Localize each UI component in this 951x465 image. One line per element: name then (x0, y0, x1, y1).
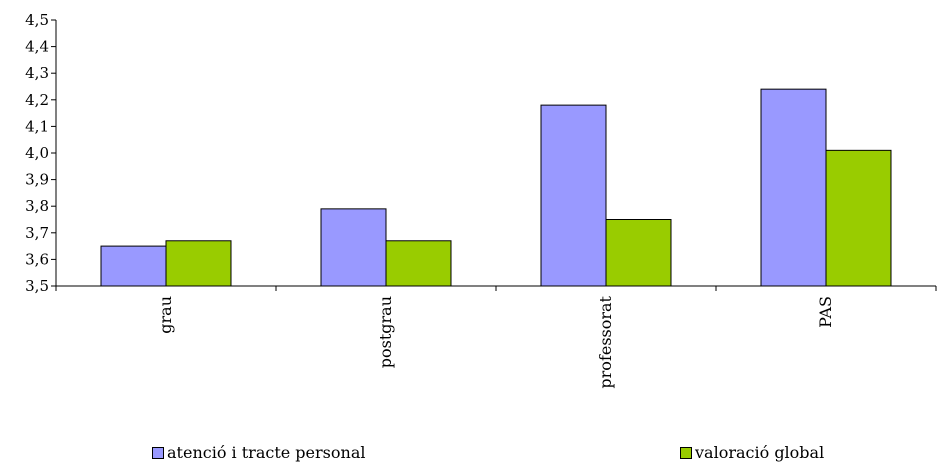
y-axis-ticks: 3,5 3,6 3,7 3,8 3,9 4,0 4,1 4,2 4,3 4,4 4,5 (25, 11, 56, 295)
y-tick-label: 4,1 (25, 117, 49, 135)
y-tick-label: 3,6 (25, 250, 49, 268)
y-tick-label: 4,4 (25, 38, 49, 56)
y-tick-label: 3,5 (25, 277, 49, 295)
y-tick-label: 3,8 (25, 197, 49, 215)
y-tick-label: 4,2 (25, 91, 49, 109)
category-label-professorat: professorat (596, 295, 615, 388)
y-tick-label: 4,0 (25, 144, 49, 162)
y-tick-label: 4,5 (25, 11, 49, 29)
category-label-postgrau: postgrau (376, 296, 395, 368)
x-axis-ticks (55, 286, 937, 291)
category-label-grau: grau (156, 296, 175, 334)
bar-chart: 3,5 3,6 3,7 3,8 3,9 4,0 4,1 4,2 4,3 4,4 4,5 grau po… (25, 11, 937, 389)
y-tick-label: 3,9 (25, 171, 49, 189)
y-tick-label: 4,3 (25, 64, 49, 82)
legend-item-valoracio: valoració global (680, 443, 824, 462)
bar-atencio-pas (760, 88, 827, 287)
bar-valoracio-grau (165, 240, 232, 287)
legend-label-atencio: atenció i tracte personal (167, 443, 366, 462)
legend-label-valoracio: valoració global (695, 443, 825, 462)
category-label-pas: PAS (816, 296, 835, 328)
legend-swatch-atencio (152, 446, 164, 459)
legend-swatch-valoracio (680, 446, 692, 459)
bar-atencio-professorat (540, 104, 607, 287)
bar-atencio-postgrau (320, 208, 387, 287)
legend-item-atencio: atenció i tracte personal (152, 443, 365, 462)
bar-atencio-grau (100, 245, 167, 287)
y-tick-label: 3,7 (25, 224, 49, 242)
category-labels: grau postgrau professorat PAS (156, 295, 835, 388)
bar-valoracio-postgrau (385, 240, 452, 287)
bar-valoracio-professorat (605, 219, 672, 287)
bar-valoracio-pas (825, 149, 892, 287)
bars (100, 88, 892, 287)
